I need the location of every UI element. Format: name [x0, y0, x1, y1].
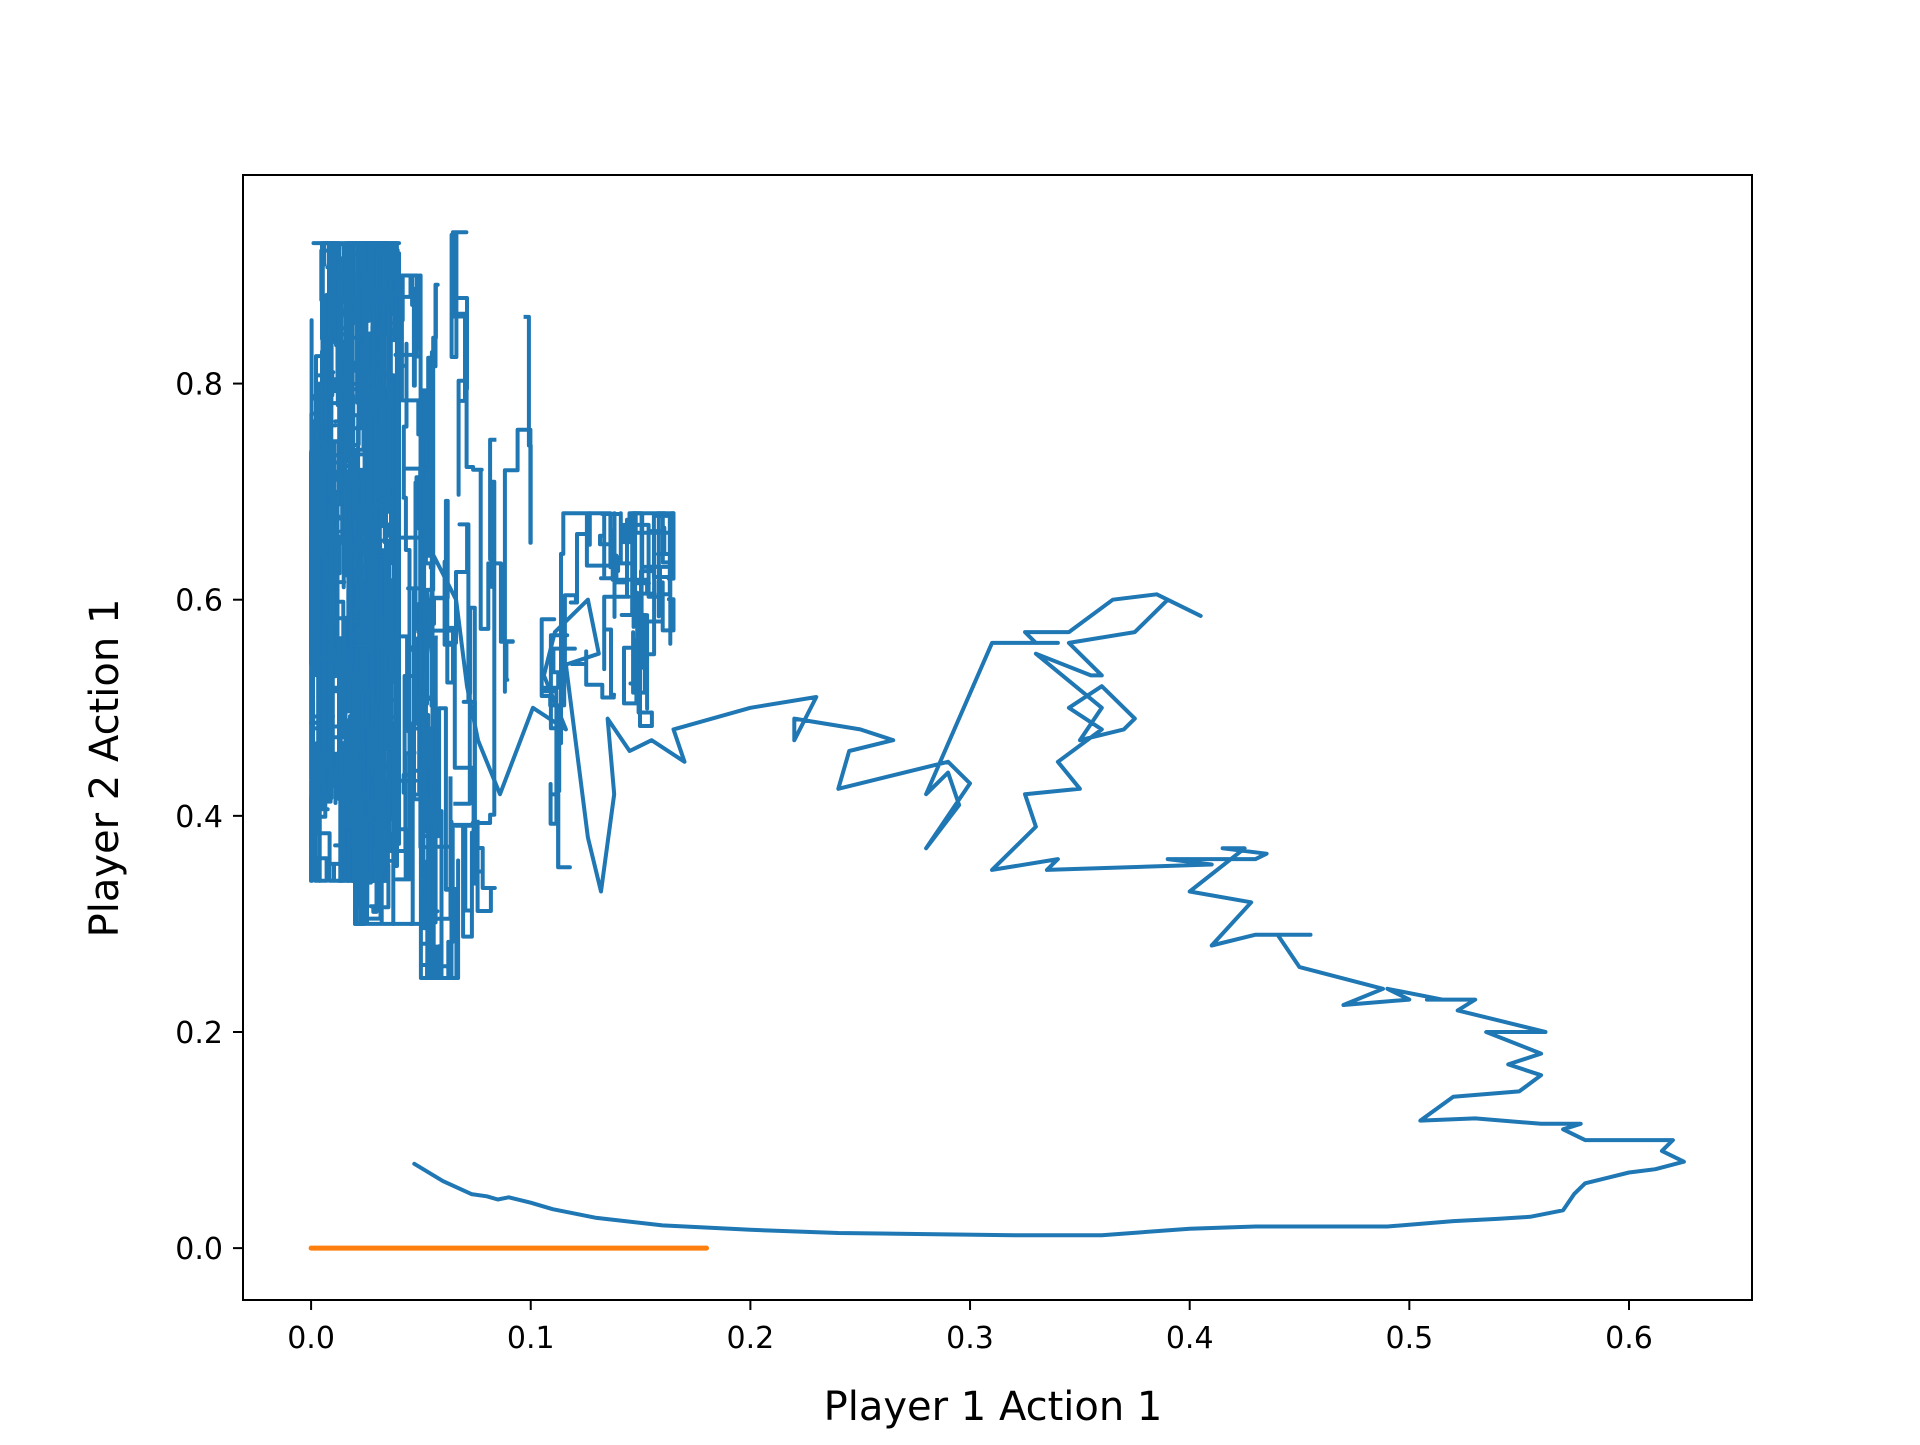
y-tick-label: 0.2: [175, 1016, 223, 1051]
dense-trajectory-segment: [353, 273, 421, 926]
x-tick-label: 0.3: [946, 1321, 994, 1356]
dense-trajectory-segment: [418, 765, 461, 980]
dense-trajectory-region: [309, 230, 676, 980]
y-axis-label: Player 2 Action 1: [82, 599, 128, 938]
y-tick-label: 0.8: [175, 368, 223, 403]
y-tick-label: 0.0: [175, 1232, 223, 1267]
x-tick-label: 0.4: [1166, 1321, 1214, 1356]
series-line-blue: [412, 554, 1686, 1238]
dense-trajectory-segment: [366, 241, 401, 606]
dense-trajectory-segment: [418, 282, 497, 913]
x-tick-label: 0.6: [1605, 1321, 1653, 1356]
x-tick-label: 0.2: [727, 1321, 775, 1356]
x-tick-label: 0.1: [507, 1321, 555, 1356]
dense-trajectory-segment: [449, 230, 533, 694]
x-tick-label: 0.0: [287, 1321, 335, 1356]
x-axis-label: Player 1 Action 1: [824, 1384, 1163, 1430]
y-tick-label: 0.6: [175, 584, 223, 619]
series-layer: [308, 554, 1686, 1251]
dense-trajectory-segment: [551, 511, 676, 675]
x-axis-ticks: 0.0 0.1 0.2 0.3 0.4 0.5 0.6: [287, 1300, 1653, 1356]
y-tick-label: 0.4: [175, 800, 223, 835]
dense-trajectory-segment: [353, 670, 373, 926]
dense-trajectory-segment: [309, 241, 365, 883]
x-tick-label: 0.5: [1385, 1321, 1433, 1356]
y-axis-ticks: 0.0 0.2 0.4 0.6 0.8: [175, 368, 243, 1267]
plot-frame: [242, 174, 1753, 1301]
